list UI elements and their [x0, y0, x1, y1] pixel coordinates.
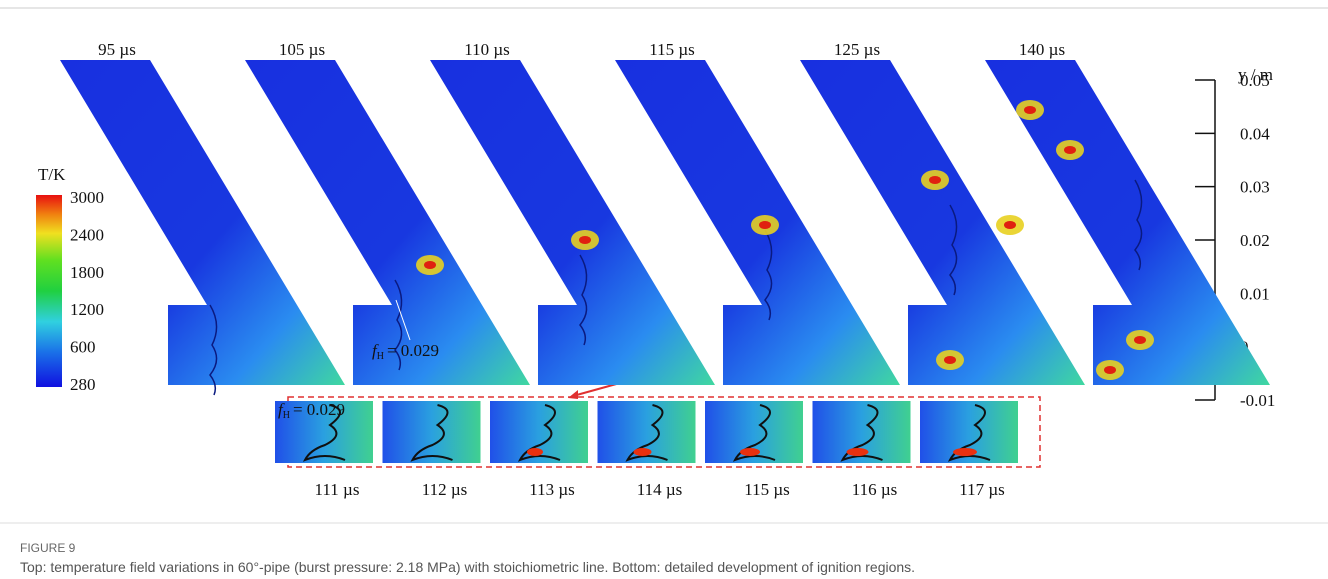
y-tick-label: -0.01 — [1240, 391, 1275, 410]
y-tick-label: 0.01 — [1240, 284, 1270, 303]
hot-core — [759, 221, 771, 229]
inset-time: 116 µs — [852, 480, 898, 499]
inset-time: 117 µs — [959, 480, 1005, 499]
y-tick-label: 0.05 — [1240, 71, 1270, 90]
panel-time: 115 µs — [649, 40, 695, 59]
panel-time: 105 µs — [279, 40, 325, 59]
inset-image — [383, 401, 481, 463]
y-tick-label: 0.04 — [1240, 124, 1270, 143]
panel-time: 140 µs — [1019, 40, 1065, 59]
hot-core — [1064, 146, 1076, 154]
caption-label: FIGURE 9 — [20, 541, 76, 555]
hot-core — [929, 176, 941, 184]
annotation-subscript: H — [377, 351, 384, 362]
colorbar-tick-label: 3000 — [70, 188, 104, 207]
inset-hot — [847, 448, 869, 456]
hot-core — [1024, 106, 1036, 114]
page: {"top_panels": {"times": ["95 µs", "105 … — [0, 0, 1328, 579]
hot-core — [579, 236, 591, 244]
y-tick-label: 0.02 — [1240, 231, 1270, 250]
hot-core — [424, 261, 436, 269]
colorbar-tick-label: 280 — [70, 375, 96, 394]
y-tick-label: 0.03 — [1240, 178, 1270, 197]
annotation-value: = 0.029 — [293, 400, 345, 419]
inset-hot — [953, 448, 977, 456]
hot-core — [944, 356, 956, 364]
inset-time: 115 µs — [744, 480, 790, 499]
inset-time: 111 µs — [315, 480, 360, 499]
inset-hot — [740, 448, 760, 456]
annotation-subscript: H — [283, 410, 290, 421]
arrow-head — [568, 390, 578, 399]
colorbar — [36, 195, 62, 387]
colorbar-tick-label: 2400 — [70, 225, 104, 244]
panel-time: 110 µs — [464, 40, 510, 59]
colorbar-title: T/K — [38, 165, 66, 184]
hot-core — [1134, 336, 1146, 344]
colorbar-tick-label: 1200 — [70, 300, 104, 319]
hot-core — [1004, 221, 1016, 229]
inset-time: 114 µs — [637, 480, 683, 499]
inset-time: 113 µs — [529, 480, 575, 499]
colorbar-tick-label: 1800 — [70, 263, 104, 282]
annotation-value: = 0.029 — [387, 341, 439, 360]
hot-core — [1104, 366, 1116, 374]
figure: T/K y / m FIGURE 9 Top: temperature fiel… — [0, 0, 1328, 579]
inset-hot — [634, 448, 652, 456]
inset-time: 112 µs — [422, 480, 468, 499]
panel-time: 95 µs — [98, 40, 136, 59]
panel-time: 125 µs — [834, 40, 880, 59]
colorbar-tick-label: 600 — [70, 338, 96, 357]
caption-text: Top: temperature field variations in 60°… — [20, 559, 915, 575]
inset-hot — [527, 448, 543, 456]
